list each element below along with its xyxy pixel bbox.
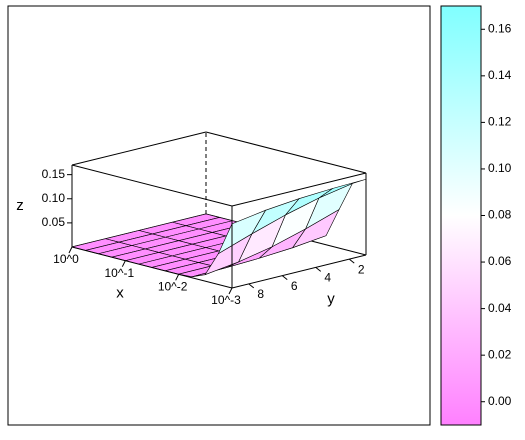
x-tick [175,274,180,281]
colorkey-tick-label: 0.12 [488,115,512,129]
x-tick [68,246,73,254]
box-edge [71,164,233,207]
panel-border [7,5,431,426]
x-tick-label: 10^-3 [211,293,241,307]
box-edge [71,131,207,166]
colorkey-tick-label: 0.14 [488,68,512,82]
colorkey-tick-label: 0.00 [488,394,512,408]
colorkey-tick-label: 0.06 [488,254,512,268]
z-tick-label: 0.10 [42,191,66,205]
y-tick [315,266,322,272]
colorkey-tick-label: 0.04 [488,301,512,315]
z-axis-label: z [16,197,24,214]
x-tick-label: 10^-1 [105,266,135,280]
z-tick-label: 0.05 [42,215,66,229]
surface-cell [217,209,267,255]
box-edge [71,246,233,289]
y-tick-label: 6 [291,279,298,293]
colorkey [440,5,482,426]
z-tick-label: 0.15 [42,167,66,181]
y-tick [281,275,288,281]
y-tick [348,258,355,264]
box-edge [231,254,367,289]
colorkey-tick-label: 0.16 [488,21,512,35]
x-tick-label: 10^0 [53,252,79,266]
y-axis-label: y [327,290,335,307]
box-edge [205,131,367,174]
colorkey-tick-label: 0.10 [488,161,512,175]
x-tick [121,260,126,267]
x-axis-label: x [116,284,124,301]
y-tick-label: 2 [358,262,365,276]
x-tick-label: 10^-2 [158,280,188,294]
box-edge [231,172,367,207]
y-tick-label: 4 [324,271,331,285]
y-tick-label: 8 [257,287,264,301]
y-tick [248,283,255,289]
x-tick [228,287,233,295]
colorkey-tick-label: 0.02 [488,347,512,361]
colorkey-tick-label: 0.08 [488,208,512,222]
